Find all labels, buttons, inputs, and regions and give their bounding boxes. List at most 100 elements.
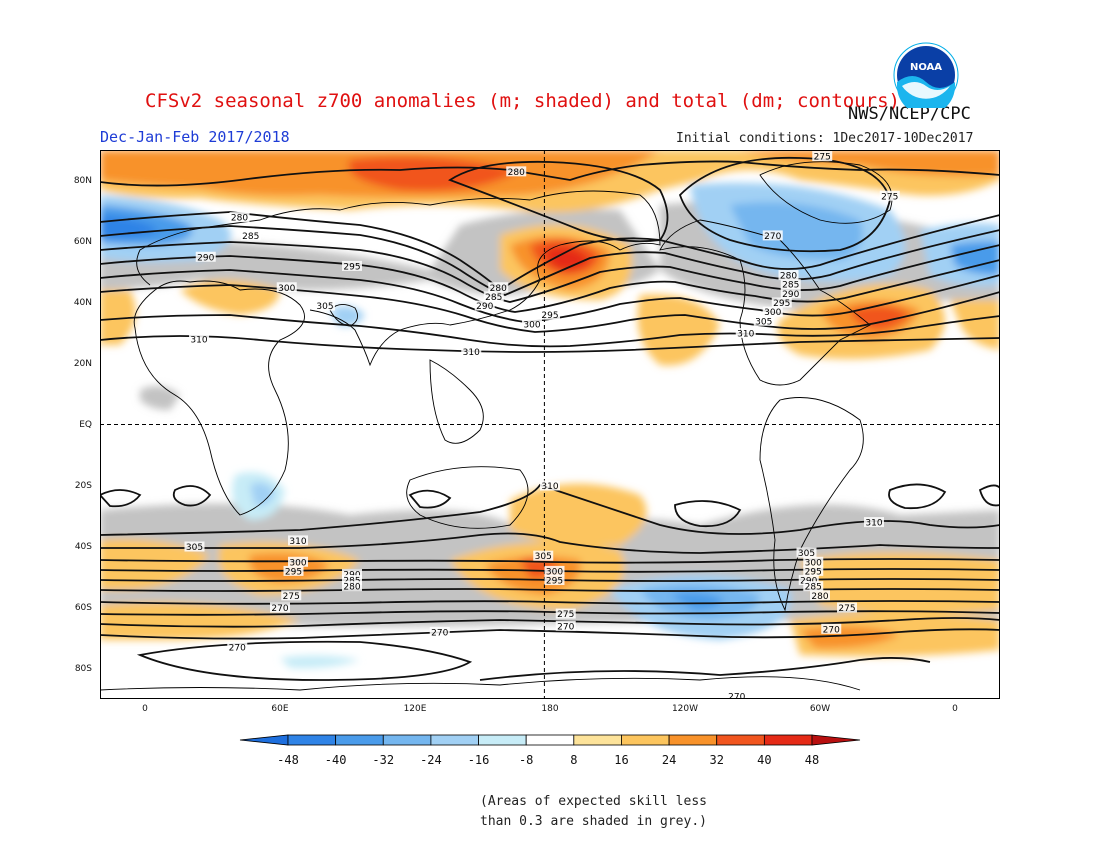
footnote-line-1: (Areas of expected skill less bbox=[480, 794, 707, 809]
svg-text:290: 290 bbox=[782, 290, 799, 300]
svg-text:270: 270 bbox=[728, 692, 745, 699]
svg-text:305: 305 bbox=[755, 317, 772, 327]
lat-label: 60N bbox=[73, 236, 92, 247]
contour-label: 275 bbox=[837, 602, 857, 614]
colorbar-swatch bbox=[573, 734, 622, 746]
contour-label: 275 bbox=[281, 590, 302, 602]
contour-label: 280 bbox=[506, 166, 527, 178]
lat-label: 20S bbox=[74, 480, 92, 491]
lat-label: 60S bbox=[74, 602, 92, 613]
colorbar-swatch bbox=[382, 734, 432, 746]
lon-label: 120E bbox=[403, 704, 427, 714]
svg-text:295: 295 bbox=[773, 299, 790, 309]
lat-label: 80N bbox=[73, 175, 92, 186]
svg-text:300: 300 bbox=[546, 567, 563, 577]
svg-text:295: 295 bbox=[541, 311, 558, 321]
lon-label: 60W bbox=[809, 704, 831, 714]
colorbar-tick-label: -40 bbox=[325, 753, 347, 767]
lat-label: 80S bbox=[74, 663, 92, 674]
svg-text:305: 305 bbox=[316, 302, 333, 312]
contour-label: 305 bbox=[533, 550, 554, 562]
contour-label: 300 bbox=[276, 282, 297, 294]
contour-label: 305 bbox=[315, 300, 335, 312]
colorbar-swatch bbox=[335, 734, 384, 746]
colorbar-swatch bbox=[621, 734, 670, 746]
svg-text:305: 305 bbox=[186, 543, 203, 553]
contour-label: 300 bbox=[288, 556, 308, 568]
contour-label: 270 bbox=[227, 642, 248, 654]
contour-label: 300 bbox=[522, 318, 542, 330]
colorbar-swatch bbox=[763, 734, 813, 746]
svg-text:300: 300 bbox=[278, 284, 295, 294]
lat-label: 40S bbox=[74, 541, 92, 552]
lat-label: 40N bbox=[73, 297, 92, 308]
svg-text:300: 300 bbox=[764, 308, 781, 318]
contour-label: 270 bbox=[821, 623, 842, 635]
svg-text:285: 285 bbox=[242, 232, 259, 242]
contour-label: 300 bbox=[544, 565, 565, 577]
svg-text:275: 275 bbox=[557, 610, 574, 620]
svg-text:270: 270 bbox=[823, 625, 840, 635]
lon-label: 180 bbox=[541, 704, 559, 714]
contour-label: 305 bbox=[184, 541, 205, 553]
contour-label: 300 bbox=[762, 306, 783, 318]
world-map: 2802752752802852902953003053103102802852… bbox=[100, 150, 1000, 699]
colorbar-tick-label: -16 bbox=[468, 753, 490, 767]
svg-text:275: 275 bbox=[838, 604, 855, 614]
svg-text:310: 310 bbox=[289, 537, 306, 547]
svg-text:280: 280 bbox=[343, 583, 360, 593]
chart-title: CFSv2 seasonal z700 anomalies (m; shaded… bbox=[145, 90, 900, 112]
colorbar-swatch bbox=[478, 734, 527, 746]
svg-text:310: 310 bbox=[737, 330, 754, 340]
svg-text:280: 280 bbox=[490, 284, 507, 294]
colorbar-tick-label: -24 bbox=[420, 753, 442, 767]
lon-label: 60E bbox=[271, 704, 289, 714]
contour-label: 310 bbox=[189, 334, 209, 346]
svg-text:300: 300 bbox=[523, 320, 540, 330]
noaa-logo-text: NOAA bbox=[910, 62, 942, 73]
svg-text:305: 305 bbox=[535, 552, 552, 562]
svg-text:310: 310 bbox=[190, 336, 207, 346]
colorbar: -48 -40 -32 -24 -16 -8 8 16 24 32 40 48 bbox=[239, 734, 861, 767]
svg-text:285: 285 bbox=[782, 281, 799, 291]
svg-text:275: 275 bbox=[814, 153, 831, 163]
svg-text:295: 295 bbox=[285, 567, 302, 577]
svg-text:295: 295 bbox=[343, 262, 360, 272]
contour-label: 270 bbox=[429, 626, 450, 638]
svg-text:280: 280 bbox=[780, 272, 797, 282]
svg-text:310: 310 bbox=[541, 482, 558, 492]
svg-text:300: 300 bbox=[289, 558, 306, 568]
svg-text:270: 270 bbox=[431, 628, 448, 638]
svg-text:285: 285 bbox=[805, 583, 822, 593]
svg-text:295: 295 bbox=[805, 567, 822, 577]
contour-label: 285 bbox=[780, 279, 801, 291]
contour-label: 300 bbox=[803, 556, 824, 568]
contour-label: 305 bbox=[796, 547, 817, 559]
svg-text:300: 300 bbox=[805, 558, 822, 568]
svg-text:285: 285 bbox=[485, 293, 502, 303]
svg-text:280: 280 bbox=[231, 214, 248, 224]
svg-text:305: 305 bbox=[798, 549, 815, 559]
contour-label: 270 bbox=[270, 602, 290, 614]
contour-label: 275 bbox=[879, 190, 900, 202]
contour-label: 310 bbox=[461, 346, 482, 358]
colorbar-tick-label: -8 bbox=[519, 753, 533, 767]
contour-label: 275 bbox=[812, 151, 833, 163]
lat-label: EQ bbox=[79, 419, 92, 430]
colorbar-swatch bbox=[430, 734, 479, 746]
contour-label: 295 bbox=[540, 309, 560, 321]
svg-text:280: 280 bbox=[508, 168, 525, 178]
svg-text:270: 270 bbox=[271, 604, 288, 614]
contour-label: 310 bbox=[288, 535, 308, 547]
contour-label: 285 bbox=[240, 230, 261, 242]
colorbar-tick-label: 16 bbox=[614, 753, 628, 767]
colorbar-tick-label: 40 bbox=[757, 753, 771, 767]
skill-footnote: (Areas of expected skill less than 0.3 a… bbox=[480, 792, 707, 832]
colorbar-tick-label: -48 bbox=[277, 753, 299, 767]
svg-text:290: 290 bbox=[197, 253, 214, 263]
noaa-logo: NOAA bbox=[893, 42, 959, 108]
svg-text:290: 290 bbox=[476, 302, 493, 312]
contour-label: 270 bbox=[726, 690, 747, 699]
contour-labels: 2802752752802852902953003053103102802852… bbox=[184, 151, 900, 699]
svg-text:310: 310 bbox=[865, 519, 882, 529]
